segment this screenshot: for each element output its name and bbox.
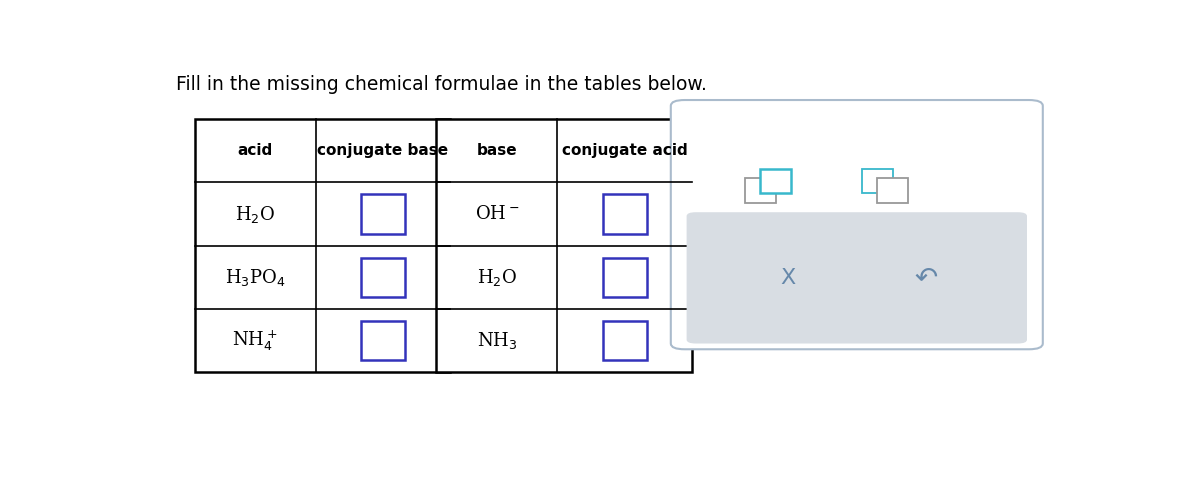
Bar <box>602 258 647 297</box>
Text: OH$^-$: OH$^-$ <box>475 205 520 223</box>
Text: base: base <box>476 143 517 158</box>
Text: NH$_4^+$: NH$_4^+$ <box>233 329 277 353</box>
Bar <box>602 195 647 234</box>
Text: X: X <box>780 268 796 288</box>
Bar <box>745 178 776 203</box>
Bar <box>361 195 406 234</box>
Text: Fill in the missing chemical formulae in the tables below.: Fill in the missing chemical formulae in… <box>176 75 707 94</box>
Bar <box>437 119 692 373</box>
Text: acid: acid <box>238 143 272 158</box>
Text: H$_2$O: H$_2$O <box>235 204 275 225</box>
Text: ↶: ↶ <box>914 264 937 292</box>
FancyBboxPatch shape <box>686 212 1027 344</box>
Text: NH$_3$: NH$_3$ <box>476 330 517 351</box>
Text: conjugate base: conjugate base <box>318 143 449 158</box>
Text: conjugate acid: conjugate acid <box>562 143 688 158</box>
Text: H$_2$O: H$_2$O <box>476 267 517 288</box>
Bar <box>761 168 791 194</box>
Bar <box>194 119 450 373</box>
Bar <box>877 178 908 203</box>
Bar <box>361 258 406 297</box>
Bar <box>361 321 406 360</box>
FancyBboxPatch shape <box>671 100 1043 349</box>
Text: H$_3$PO$_4$: H$_3$PO$_4$ <box>224 267 286 288</box>
Bar <box>863 168 893 194</box>
Bar <box>602 321 647 360</box>
